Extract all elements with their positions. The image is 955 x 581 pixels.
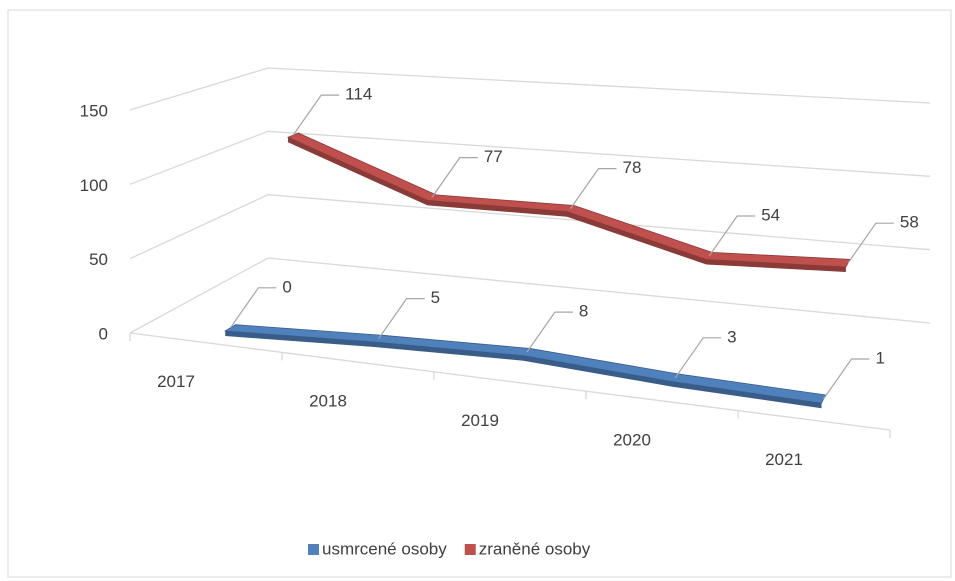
data-label-leader xyxy=(570,168,617,209)
data-label: 3 xyxy=(727,327,736,346)
x-axis xyxy=(129,332,891,431)
x-tick-label: 2021 xyxy=(765,450,803,469)
y-tick-label: 50 xyxy=(89,250,108,269)
data-label-leader xyxy=(431,157,478,198)
data-label-leader xyxy=(847,222,894,264)
data-label: 54 xyxy=(761,205,780,224)
series-ribbon xyxy=(286,132,851,268)
grid-line xyxy=(129,257,931,334)
chart-border xyxy=(7,9,952,578)
grid-line xyxy=(129,130,931,185)
x-tick-label: 2018 xyxy=(309,392,347,411)
data-label-leader xyxy=(378,298,425,339)
data-label-leader xyxy=(229,287,277,329)
legend-label: usmrcené osoby xyxy=(322,539,447,558)
data-label: 0 xyxy=(282,277,291,296)
legend-swatch xyxy=(464,544,476,555)
data-label-leader xyxy=(526,311,573,353)
data-label-leader xyxy=(708,215,756,257)
data-label: 8 xyxy=(579,302,588,321)
data-label-leader xyxy=(823,358,870,400)
series-ribbon-side xyxy=(225,331,822,409)
y-tick-label: 100 xyxy=(80,176,108,195)
data-label: 58 xyxy=(900,213,919,232)
legend-label: zraněné osoby xyxy=(479,539,591,558)
grid-line xyxy=(129,194,931,260)
data-label-leader xyxy=(292,94,340,136)
x-tick-label: 2019 xyxy=(461,411,499,430)
y-tick-label: 0 xyxy=(99,324,108,343)
data-label: 5 xyxy=(431,288,440,307)
data-label: 1 xyxy=(875,349,884,368)
y-tick-label: 150 xyxy=(80,101,108,120)
data-label-leader xyxy=(674,337,722,379)
x-tick-label: 2017 xyxy=(157,372,195,391)
x-tick-label: 2020 xyxy=(613,430,651,449)
grid-line xyxy=(129,67,931,111)
series-ribbon xyxy=(223,324,827,404)
data-label: 78 xyxy=(623,158,642,177)
data-label: 114 xyxy=(345,85,372,104)
data-label: 77 xyxy=(484,147,503,166)
legend-swatch xyxy=(308,544,319,555)
